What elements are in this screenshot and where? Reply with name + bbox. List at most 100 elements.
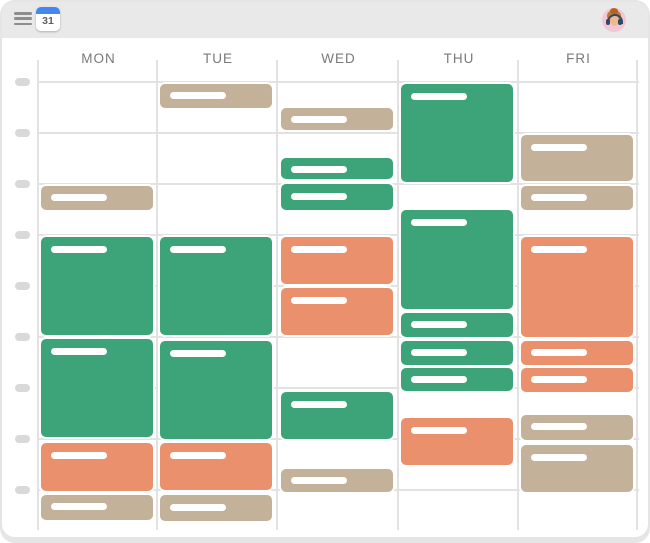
- grid-column-line: [397, 60, 399, 530]
- event-title-placeholder: [531, 144, 587, 151]
- grid-row-line: [38, 336, 639, 338]
- hamburger-bar: [14, 17, 32, 20]
- time-label-placeholder: [15, 180, 30, 188]
- event-title-placeholder: [291, 297, 347, 304]
- time-label-placeholder: [15, 231, 30, 239]
- calendar-event-wed-orange[interactable]: [281, 288, 393, 335]
- calendar-event-mon-orange[interactable]: [41, 443, 153, 491]
- day-header-wed: WED: [321, 51, 356, 66]
- event-title-placeholder: [51, 348, 107, 355]
- event-title-placeholder: [411, 349, 467, 356]
- calendar-event-wed-tan[interactable]: [281, 108, 393, 130]
- event-title-placeholder: [531, 376, 587, 383]
- calendar-event-mon-green[interactable]: [41, 237, 153, 335]
- event-title-placeholder: [411, 93, 467, 100]
- calendar-event-mon-tan[interactable]: [41, 186, 153, 210]
- calendar-event-fri-tan[interactable]: [521, 415, 633, 440]
- calendar-event-fri-tan[interactable]: [521, 445, 633, 492]
- avatar-headphone-cup: [606, 19, 610, 25]
- day-header-mon: MON: [81, 51, 116, 66]
- calendar-event-wed-orange[interactable]: [281, 237, 393, 284]
- grid-column-line: [517, 60, 519, 530]
- day-header-tue: TUE: [203, 51, 233, 66]
- calendar-event-thu-orange[interactable]: [401, 418, 513, 465]
- event-title-placeholder: [531, 246, 587, 253]
- event-title-placeholder: [411, 376, 467, 383]
- grid-column-line: [636, 60, 638, 530]
- calendar-icon-day-number: 31: [42, 15, 54, 27]
- user-avatar[interactable]: [602, 8, 626, 32]
- calendar-event-tue-green[interactable]: [160, 237, 272, 335]
- calendar-event-wed-green[interactable]: [281, 158, 393, 179]
- grid-column-line: [276, 60, 278, 530]
- event-title-placeholder: [411, 219, 467, 226]
- calendar-event-thu-green[interactable]: [401, 313, 513, 337]
- grid-row-line: [38, 285, 639, 287]
- event-title-placeholder: [170, 350, 226, 357]
- time-label-placeholder: [15, 435, 30, 443]
- event-title-placeholder: [291, 477, 347, 484]
- calendar-event-fri-orange[interactable]: [521, 237, 633, 337]
- calendar-event-thu-green[interactable]: [401, 368, 513, 391]
- grid-row-line: [38, 438, 639, 440]
- event-title-placeholder: [51, 452, 107, 459]
- calendar-event-thu-green[interactable]: [401, 84, 513, 182]
- time-label-placeholder: [15, 333, 30, 341]
- event-title-placeholder: [170, 504, 226, 511]
- calendar-event-thu-green[interactable]: [401, 341, 513, 365]
- event-title-placeholder: [291, 116, 347, 123]
- calendar-event-fri-tan[interactable]: [521, 135, 633, 181]
- avatar-headphone-cup: [618, 19, 622, 25]
- calendar-event-tue-tan[interactable]: [160, 495, 272, 521]
- day-header-thu: THU: [443, 51, 475, 66]
- event-title-placeholder: [51, 194, 107, 201]
- day-header-fri: FRI: [566, 51, 591, 66]
- event-title-placeholder: [51, 503, 107, 510]
- time-label-placeholder: [15, 78, 30, 86]
- time-label-placeholder: [15, 129, 30, 137]
- grid-row-line: [38, 387, 639, 389]
- event-title-placeholder: [411, 321, 467, 328]
- calendar-event-fri-orange[interactable]: [521, 368, 633, 392]
- event-title-placeholder: [170, 246, 226, 253]
- event-title-placeholder: [531, 194, 587, 201]
- grid-column-line: [156, 60, 158, 530]
- calendar-event-tue-tan[interactable]: [160, 84, 272, 108]
- calendar-event-fri-orange[interactable]: [521, 341, 633, 365]
- event-title-placeholder: [531, 454, 587, 461]
- calendar-event-wed-tan[interactable]: [281, 469, 393, 492]
- calendar-event-tue-orange[interactable]: [160, 443, 272, 490]
- avatar-hair-bun: [610, 8, 618, 14]
- calendar-event-mon-tan[interactable]: [41, 495, 153, 520]
- hamburger-bar: [14, 12, 32, 15]
- grid-row-line: [38, 234, 639, 236]
- event-title-placeholder: [170, 452, 226, 459]
- grid-column-line: [37, 60, 39, 530]
- grid-row-line: [38, 81, 639, 83]
- event-title-placeholder: [291, 193, 347, 200]
- grid-row-line: [38, 132, 639, 134]
- calendar-event-tue-green[interactable]: [160, 341, 272, 439]
- hamburger-bar: [14, 22, 32, 26]
- hamburger-menu-icon[interactable]: [14, 12, 32, 26]
- event-title-placeholder: [51, 246, 107, 253]
- event-title-placeholder: [170, 92, 226, 99]
- event-title-placeholder: [531, 349, 587, 356]
- time-label-placeholder: [15, 282, 30, 290]
- event-title-placeholder: [291, 401, 347, 408]
- time-label-placeholder: [15, 486, 30, 494]
- calendar-event-thu-green[interactable]: [401, 210, 513, 309]
- calendar-event-wed-green[interactable]: [281, 184, 393, 210]
- calendar-app-card: 31 MON TUE WED THU FRI: [2, 2, 648, 537]
- event-title-placeholder: [411, 427, 467, 434]
- calendar-event-mon-green[interactable]: [41, 339, 153, 437]
- event-title-placeholder: [291, 246, 347, 253]
- calendar-event-wed-green[interactable]: [281, 392, 393, 439]
- time-label-placeholder: [15, 384, 30, 392]
- calendar-app-icon[interactable]: 31: [36, 7, 60, 31]
- calendar-event-fri-tan[interactable]: [521, 186, 633, 210]
- calendar-icon-header: [36, 7, 60, 14]
- event-title-placeholder: [531, 423, 587, 430]
- top-bar: 31: [2, 2, 648, 38]
